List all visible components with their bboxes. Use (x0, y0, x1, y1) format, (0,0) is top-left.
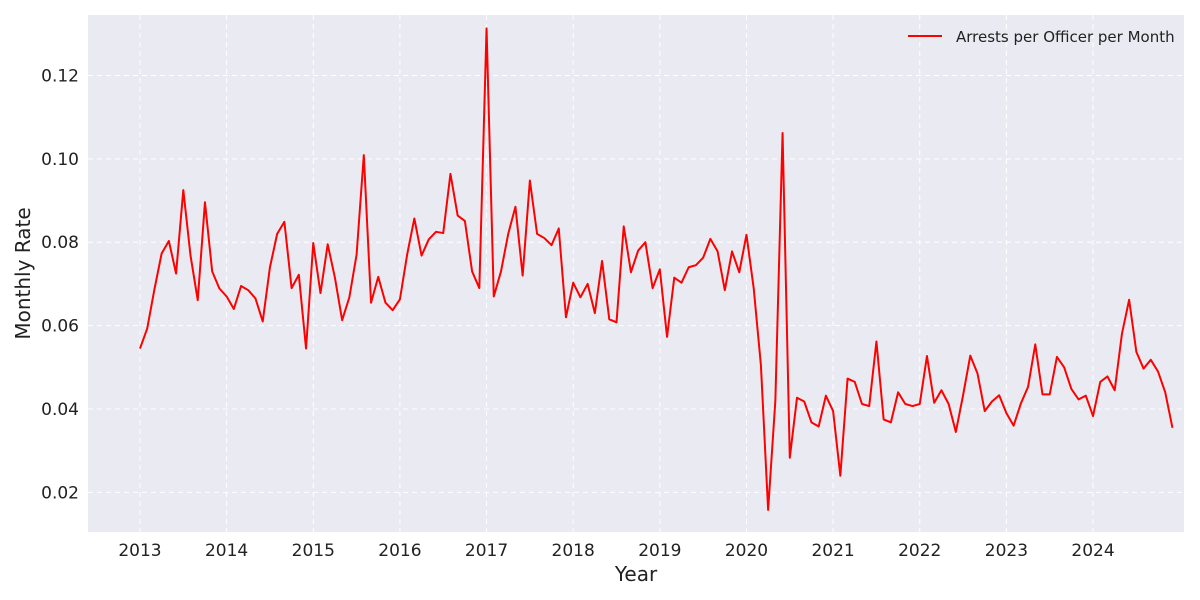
y-axis-title: Monthly Rate (11, 207, 35, 339)
plot-area (88, 15, 1184, 532)
x-tick-label: 2013 (118, 541, 161, 561)
x-tick-label: 2024 (1071, 541, 1114, 561)
y-tick-label: 0.12 (41, 66, 79, 86)
x-tick-label: 2020 (725, 541, 768, 561)
y-tick-label: 0.04 (41, 400, 79, 420)
y-tick-label: 0.08 (41, 233, 79, 253)
y-tick-label: 0.10 (41, 150, 79, 170)
x-axis-title: Year (614, 562, 658, 586)
x-tick-label: 2016 (378, 541, 421, 561)
series-line-arrests-per-officer (139, 27, 1174, 511)
series-layer (139, 27, 1174, 511)
gridlines (88, 15, 1184, 532)
y-tick-label: 0.02 (41, 483, 79, 503)
x-tick-label: 2014 (205, 541, 248, 561)
y-tick-label: 0.06 (41, 317, 79, 337)
x-tick-label: 2015 (292, 541, 335, 561)
x-tick-label: 2018 (552, 541, 595, 561)
x-tick-label: 2021 (811, 541, 854, 561)
x-tick-label: 2017 (465, 541, 508, 561)
x-tick-label: 2019 (638, 541, 681, 561)
y-axis-ticks: 0.02 0.04 0.06 0.08 0.10 0.12 (41, 66, 79, 503)
legend-label: Arrests per Officer per Month (956, 28, 1175, 46)
x-tick-label: 2022 (898, 541, 941, 561)
legend: Arrests per Officer per Month (908, 28, 1175, 46)
x-tick-label: 2023 (985, 541, 1028, 561)
x-axis-ticks: 2013 2014 2015 2016 2017 2018 2019 2020 2021 2022… (118, 541, 1114, 561)
